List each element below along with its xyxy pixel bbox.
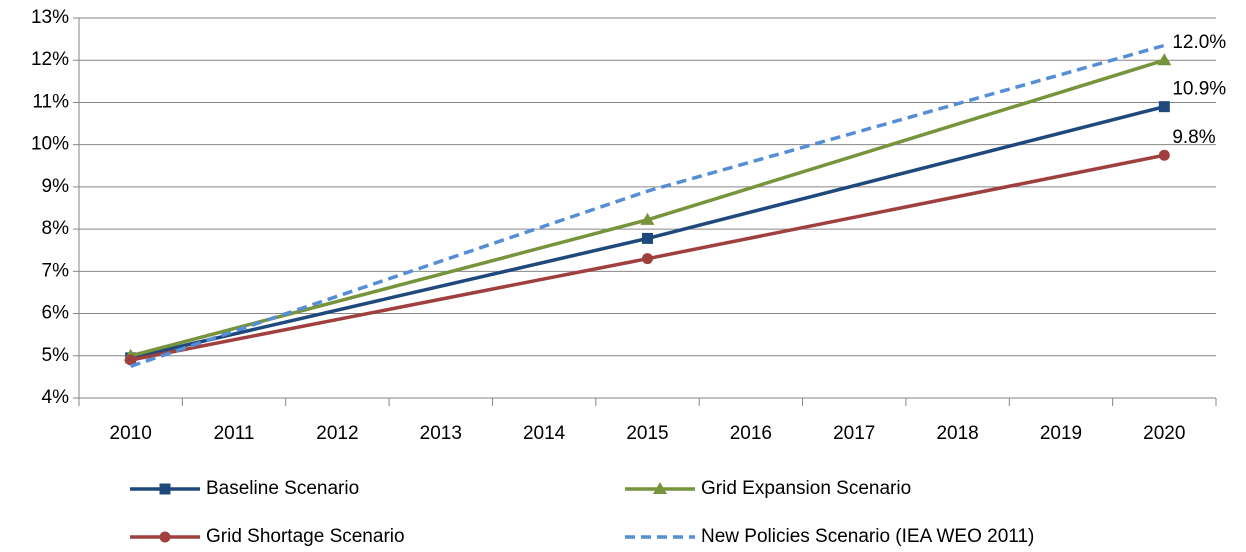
y-tick-label: 5% xyxy=(42,345,70,366)
x-tick-label: 2014 xyxy=(523,423,566,444)
marker xyxy=(642,253,653,265)
y-tick-label: 12% xyxy=(31,49,69,70)
marker xyxy=(159,483,171,495)
marker xyxy=(642,232,653,244)
y-tick-label: 8% xyxy=(42,218,70,239)
marker xyxy=(640,212,655,225)
y-tick-label: 7% xyxy=(42,260,70,281)
marker xyxy=(125,354,137,366)
x-tick-label: 2019 xyxy=(1040,423,1082,444)
x-tick-label: 2017 xyxy=(833,423,875,444)
legend-label: Grid Shortage Scenario xyxy=(206,526,405,547)
x-tick-label: 2018 xyxy=(936,423,978,444)
y-tick-label: 9% xyxy=(42,176,70,197)
marker xyxy=(1158,149,1170,161)
y-tick-label: 6% xyxy=(42,303,70,324)
y-tick-label: 11% xyxy=(32,91,69,112)
series-line xyxy=(130,43,1165,368)
data-label: 9.8% xyxy=(1172,127,1215,148)
x-tick-label: 2016 xyxy=(730,423,772,444)
marker xyxy=(1158,101,1170,113)
x-tick-label: 2010 xyxy=(110,423,152,444)
legend-label: New Policies Scenario (IEA WEO 2011) xyxy=(701,526,1034,547)
x-tick-label: 2012 xyxy=(316,423,358,444)
y-tick-label: 10% xyxy=(31,134,69,155)
y-tick-label: 13% xyxy=(31,7,69,28)
x-tick-label: 2015 xyxy=(626,423,668,444)
legend-label: Grid Expansion Scenario xyxy=(701,478,911,499)
data-label: 12.0% xyxy=(1172,32,1226,53)
data-label: 10.9% xyxy=(1172,79,1226,100)
x-tick-label: 2013 xyxy=(420,423,462,444)
x-tick-label: 2020 xyxy=(1143,423,1185,444)
marker xyxy=(1157,53,1172,66)
x-tick-label: 2011 xyxy=(214,423,255,444)
legend-label: Baseline Scenario xyxy=(206,478,359,499)
marker xyxy=(653,482,667,494)
series-line xyxy=(130,58,1165,358)
y-tick-label: 4% xyxy=(42,387,70,408)
marker xyxy=(159,531,171,543)
